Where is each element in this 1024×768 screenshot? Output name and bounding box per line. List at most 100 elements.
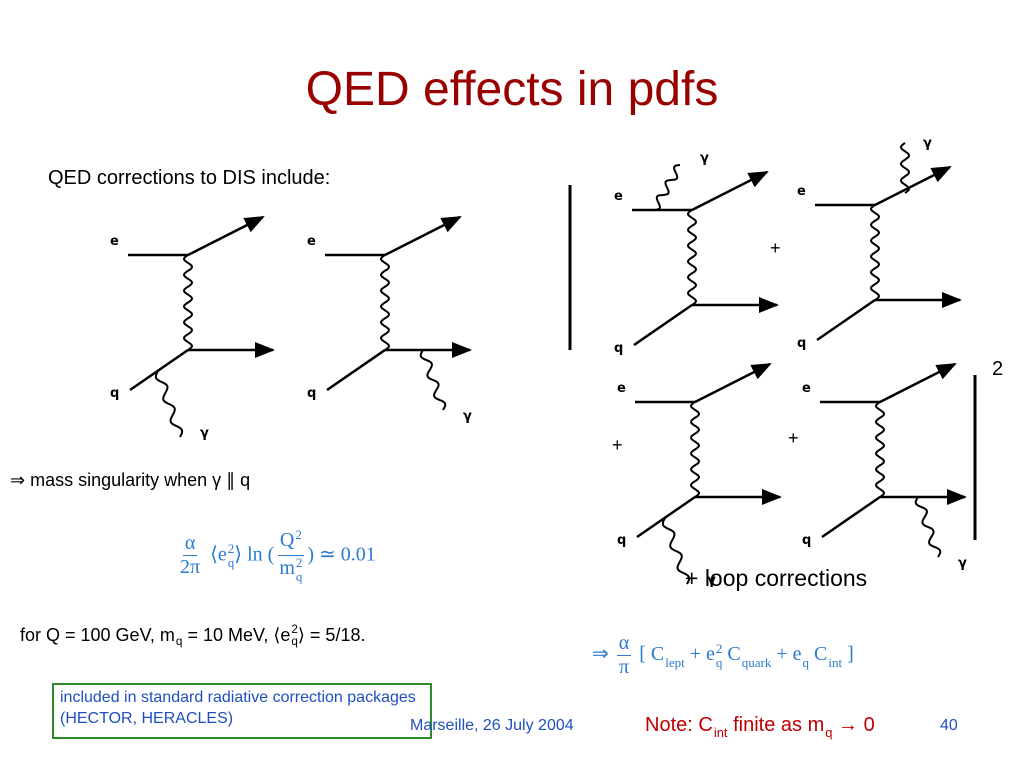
electron-label: e [797, 184, 806, 199]
math-text: α [618, 632, 630, 654]
photon-line [419, 349, 447, 411]
math-text: ⟨e [205, 543, 227, 566]
values-line: for Q = 100 GeV, m q = 10 MeV, ⟨e 2 q ⟩ = 5… [20, 623, 366, 649]
subscript: q [715, 654, 723, 670]
numerator: α [182, 532, 198, 557]
fermion-line [816, 298, 876, 342]
subscript: int [828, 654, 843, 670]
spacer [665, 642, 685, 656]
math-text: m [279, 557, 295, 580]
spacer [295, 542, 302, 556]
loop-corrections: + loop corrections [685, 565, 868, 591]
fermion-arrow [187, 215, 265, 257]
photon-label: γ [958, 556, 967, 571]
quark-label: q [802, 533, 811, 548]
fermion-line [326, 348, 386, 392]
math-text: Note: [645, 713, 699, 736]
photon-line [914, 496, 942, 558]
fermion-line [129, 348, 189, 392]
photon-label: γ [463, 409, 472, 424]
plus: + [612, 435, 623, 455]
electron-label: e [307, 234, 316, 249]
photon-label: γ [700, 151, 709, 166]
fermion-line [633, 303, 693, 347]
math-text: ⟩ = 5/18. [297, 625, 366, 646]
math-text: ] [842, 643, 854, 666]
superscript: 2 [715, 640, 723, 656]
superscript: 2 [295, 555, 303, 571]
subscript: q [291, 635, 298, 649]
photon-line [689, 401, 701, 498]
denominator: π [617, 656, 631, 679]
spacer [828, 642, 842, 656]
footer-note: Note: C int finite as m q → 0 [645, 712, 875, 739]
scripts: int [828, 642, 842, 669]
slide-title: QED effects in pdfs [305, 63, 719, 116]
footer-place-date: Marseille, 26 July 2004 [410, 717, 574, 734]
fermion-line [821, 495, 881, 539]
subscript: quark [741, 654, 772, 670]
scripts: q [825, 712, 832, 739]
math-text: → 0 [832, 713, 875, 736]
photon-line [182, 254, 194, 351]
photon-line [661, 517, 691, 585]
math-text: C [809, 643, 828, 666]
formula: α 2π ⟨e 2 q ⟩ ln (Q 2 m 2 q) ≃ 0.01 [175, 528, 376, 584]
page-number: 40 [940, 717, 958, 734]
singularity: ⇒ mass singularity when γ ∥ q [10, 470, 251, 490]
numerator: α [616, 632, 632, 656]
photon-line [899, 142, 911, 194]
math-text: C [698, 713, 713, 736]
subscript: q [825, 724, 833, 740]
photon-line [653, 164, 681, 211]
subscript: q [295, 568, 303, 584]
photon-label: γ [200, 426, 209, 441]
math-text: ) ≃ 0.01 [307, 543, 376, 566]
math-text: π [618, 656, 630, 678]
superscript: 2 [227, 541, 235, 557]
quark-label: q [797, 336, 806, 351]
subscript: q [175, 635, 183, 649]
fermion-line [636, 495, 696, 539]
math-text: α [184, 532, 196, 555]
math-text: Q [279, 529, 295, 552]
photon-line [154, 370, 184, 438]
intro: QED corrections to DIS include: [48, 167, 331, 189]
subscript: q [802, 654, 810, 670]
quark-label: q [110, 386, 119, 401]
spacer [742, 642, 772, 656]
scripts: int [714, 712, 728, 739]
fermion-arrow [694, 362, 772, 404]
math-text: = 10 MeV, ⟨e [182, 625, 291, 646]
math-text: C [722, 643, 741, 666]
quark-label: q [617, 533, 626, 548]
electron-label: e [802, 381, 811, 396]
superscript: 2 [291, 623, 298, 636]
math-text: ⇒ [592, 643, 614, 666]
math-text: ⟩ ln ( [234, 543, 275, 566]
math-text: finite as m [727, 713, 825, 736]
math-text: for Q = 100 GeV, m [20, 625, 175, 646]
square-exponent: 2 [992, 358, 1004, 380]
math-text: 2π [180, 556, 201, 579]
fermion-arrow [874, 165, 952, 207]
math-text: [ C [634, 643, 665, 666]
scripts: q [803, 642, 810, 669]
plus: + [788, 428, 799, 448]
photon-label: γ [923, 136, 932, 151]
math-text: + e [684, 643, 715, 666]
scripts: quark [742, 642, 772, 669]
note-box: included in standard radiative correctio… [52, 683, 432, 739]
subscript: int [713, 724, 728, 740]
electron-label: e [110, 234, 119, 249]
photon-line [686, 209, 698, 306]
